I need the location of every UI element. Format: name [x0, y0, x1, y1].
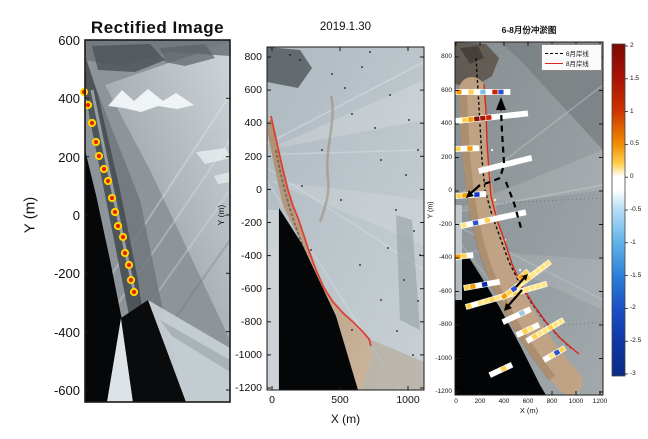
y-tick-label: -200 [240, 216, 262, 229]
y-tick-label: -600 [240, 282, 262, 295]
erosion-transect [477, 154, 533, 174]
y-tick-label: 800 [244, 51, 262, 64]
y-tick-label: -200 [438, 220, 452, 228]
panel-title-left: Rectified Image [90, 18, 225, 37]
x-tick-label: 500 [331, 394, 349, 406]
colorbar-tick-label: 2 [630, 42, 634, 49]
y-tick-label: -800 [240, 316, 262, 329]
y-tick-label: 400 [244, 117, 262, 130]
erosion-transect [455, 252, 474, 260]
y-tick-label: -400 [438, 254, 452, 262]
colorbar-tick-label: 0.5 [630, 140, 640, 148]
legend-label-august: 8月岸线 [566, 60, 589, 68]
y-tick-label: 0 [256, 183, 262, 196]
x-tick-label: 400 [498, 398, 510, 405]
y-tick-label: 0 [72, 207, 80, 223]
x-tick-label: 0 [454, 398, 458, 405]
x-tick-label: 0 [269, 394, 275, 406]
panel-title-right: 6-8月份冲淤图 [501, 25, 557, 35]
x-axis-label-right: X (m) [519, 406, 539, 415]
right-panel-overlays [455, 57, 580, 378]
y-tick-label: 400 [58, 91, 80, 107]
colorbar-tick-label: 1 [630, 107, 634, 115]
colorbar [611, 43, 628, 377]
colorbar-tick-label: -1 [630, 238, 636, 246]
axes-layer [84, 39, 604, 403]
y-tick-label: -600 [53, 382, 80, 398]
legend-label-june: 6月岸线 [566, 50, 589, 58]
right-panel-image [455, 42, 603, 395]
erosion-transect [542, 345, 567, 363]
panel-title-middle: 2019.1.30 [319, 21, 372, 33]
y-tick-label: 0 [448, 187, 452, 195]
x-tick-label: 1200 [592, 398, 608, 405]
legend-row-june: 6月岸线 [545, 48, 598, 58]
colorbar-tick-label: 0 [630, 173, 634, 181]
middle-panel-overlays [270, 51, 421, 356]
x-tick-label: 600 [522, 398, 534, 405]
y-axis-label-left: Y (m) [21, 196, 39, 234]
legend: 6月岸线 8月岸线 [541, 44, 602, 71]
x-tick-label: 1000 [568, 398, 584, 405]
y-tick-label: -1000 [435, 354, 452, 362]
erosion-transect [460, 209, 527, 229]
colorbar-tick-label: -1.5 [630, 271, 642, 279]
erosion-transect [525, 317, 566, 344]
y-tick-label: 600 [58, 32, 80, 48]
erosion-transect [488, 362, 514, 378]
middle-panel-image [267, 47, 424, 390]
y-tick-label: 600 [441, 86, 452, 94]
y-tick-label: -600 [438, 287, 452, 295]
y-tick-label: 200 [58, 149, 80, 165]
y-tick-label: -200 [53, 266, 80, 282]
colorbar-tick-label: 1.5 [630, 74, 640, 82]
y-tick-label: 600 [244, 84, 262, 97]
y-tick-label: 200 [244, 150, 262, 163]
x-tick-label: 1000 [396, 394, 420, 406]
y-tick-label: 200 [441, 153, 452, 161]
y-tick-label: -800 [438, 321, 452, 329]
y-tick-label: -1200 [435, 388, 452, 396]
left-panel-overlays [79, 87, 139, 297]
legend-row-august: 8月岸线 [545, 58, 598, 68]
y-tick-label: -400 [53, 324, 80, 340]
colorbar-tick-label: -3 [630, 370, 636, 377]
erosion-transect [501, 306, 532, 325]
y-tick-label: -400 [240, 249, 262, 262]
june-line-sample [545, 52, 563, 54]
erosion-transect [515, 322, 541, 338]
y-tick-label: -1000 [235, 349, 262, 362]
colorbar-tick-label: -2 [630, 304, 636, 312]
y-tick-label: 800 [441, 53, 452, 61]
erosion-transect [455, 89, 511, 95]
erosion-transect [463, 278, 501, 291]
x-tick-label: 200 [474, 398, 486, 405]
erosion-transect [455, 145, 480, 152]
y-tick-label: 400 [441, 120, 452, 128]
y-tick-label: -1200 [235, 382, 262, 395]
colorbar-tick-label: -0.5 [630, 206, 642, 213]
colorbar-tick-label: -2.5 [630, 337, 642, 345]
x-tick-label: 800 [546, 398, 558, 405]
x-axis-label-middle: X (m) [330, 412, 361, 426]
y-axis-label-right: Y (m) [427, 201, 435, 219]
erosion-transect [455, 110, 529, 124]
left-panel-image [85, 40, 230, 402]
august-line-sample [545, 62, 563, 64]
